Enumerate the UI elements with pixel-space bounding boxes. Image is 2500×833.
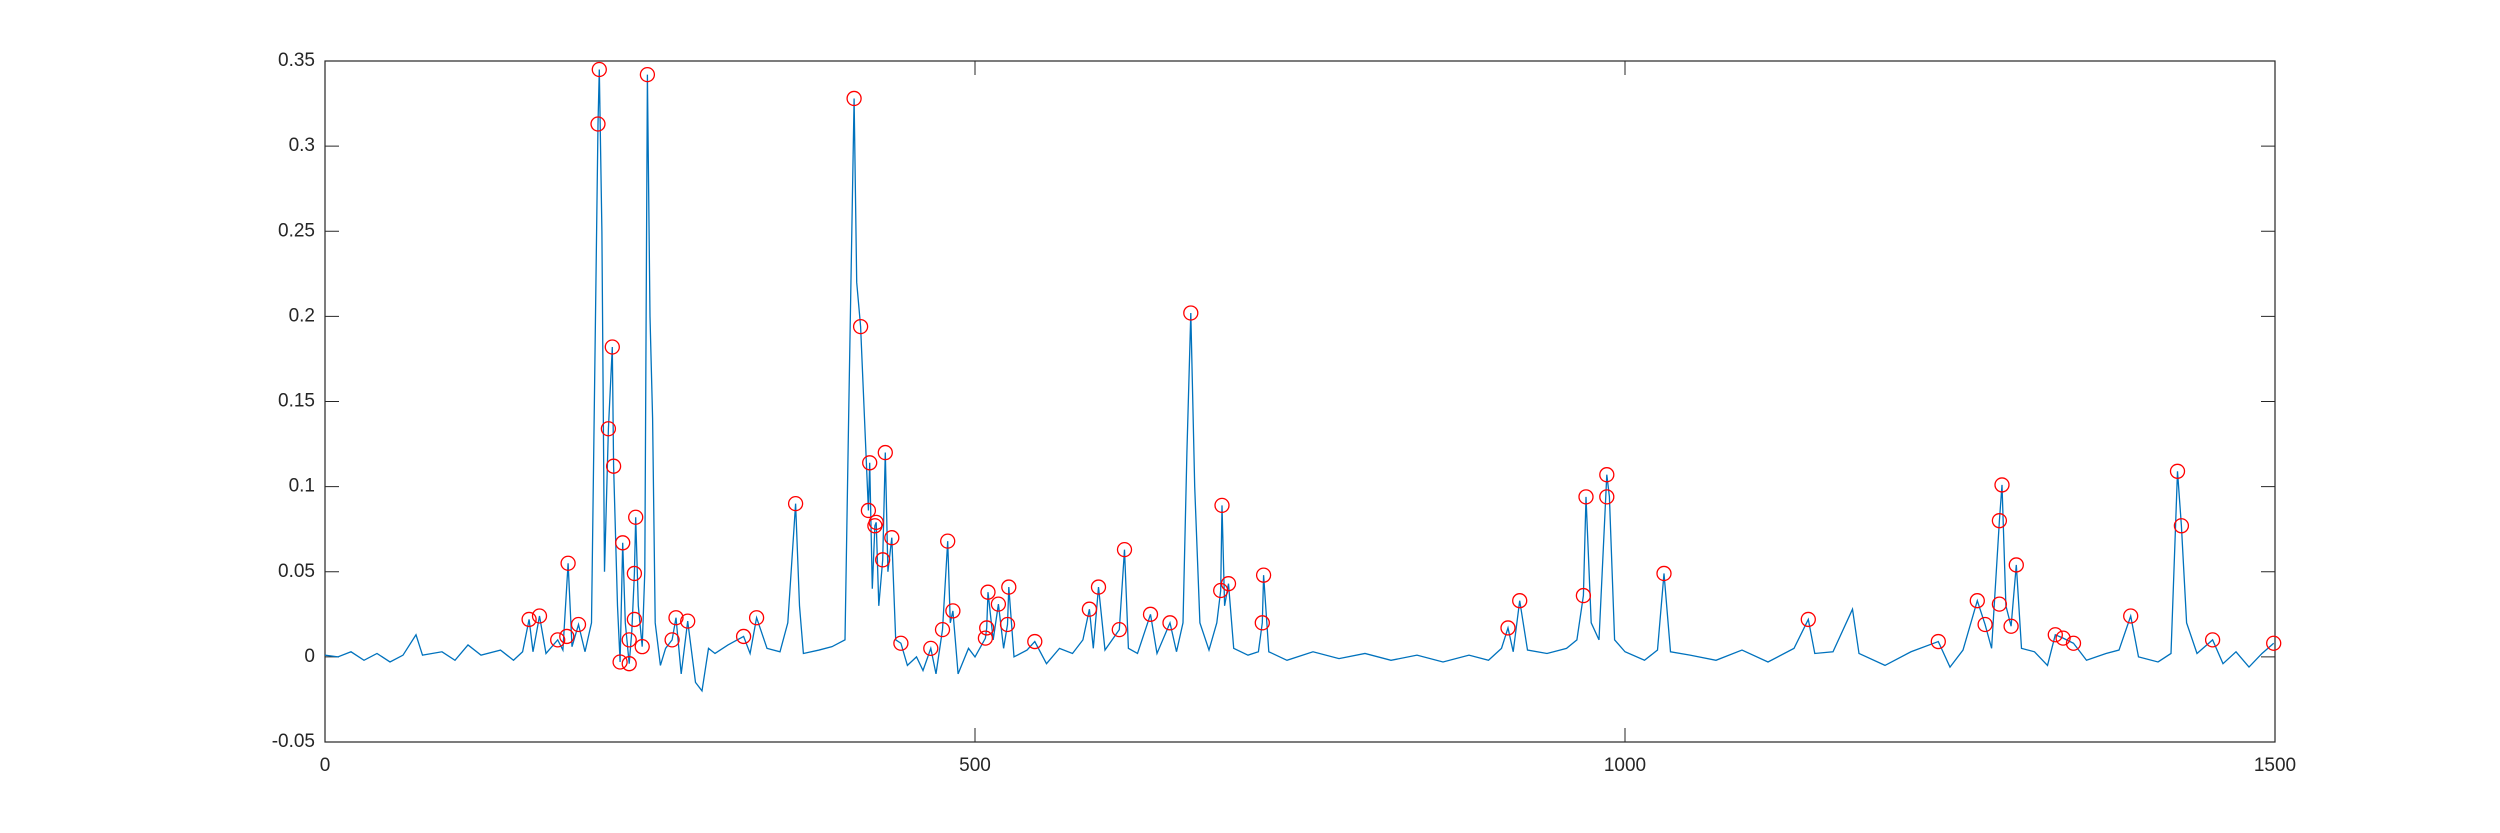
peak-marker	[980, 584, 996, 600]
y-tick-label: 0	[304, 646, 315, 667]
peak-marker	[846, 90, 862, 107]
peak-marker	[1512, 593, 1528, 609]
peak-marker	[1991, 513, 2008, 529]
peak-marker	[680, 613, 696, 629]
peak-marker	[940, 533, 956, 549]
peak-marker	[1575, 587, 1592, 604]
peak-marker	[923, 640, 939, 657]
peak-marker	[1930, 633, 1946, 650]
y-tick-label: 0.3	[289, 135, 315, 156]
peak-marker	[860, 502, 877, 519]
data-line	[324, 69, 2275, 693]
peak-marker	[531, 608, 548, 624]
peak-marker	[945, 603, 961, 619]
y-tick-label: 0.05	[278, 561, 315, 582]
peak-marker	[550, 632, 566, 648]
peak-marker	[1183, 305, 1199, 321]
peak-marker	[2123, 608, 2139, 624]
peak-marker	[1255, 567, 1272, 583]
peak-marker	[884, 530, 900, 546]
peak-marker	[1500, 620, 1516, 636]
peak-marker	[590, 116, 606, 132]
peak-marker	[893, 635, 909, 651]
peak-marker	[875, 552, 891, 568]
peak-marker	[626, 611, 643, 628]
peak-marker	[2003, 618, 2019, 634]
peak-marker	[2204, 632, 2221, 648]
y-tick-label: 0.2	[289, 305, 315, 326]
peak-marker	[1001, 579, 1017, 595]
x-tick-label: 500	[959, 755, 991, 776]
peak-marker	[1027, 633, 1043, 650]
peak-marker	[877, 444, 893, 461]
y-tick-label: 0.1	[289, 476, 315, 497]
peak-marker	[1977, 616, 1993, 633]
peak-marker	[1969, 593, 1985, 609]
peak-marker	[570, 616, 587, 633]
peak-marker	[634, 639, 650, 655]
axes-box	[324, 60, 2276, 743]
peak-marker	[664, 632, 680, 648]
peak-marker	[1214, 497, 1230, 514]
peak-marker	[934, 621, 951, 638]
peak-marker	[604, 339, 620, 355]
peak-marker	[979, 620, 995, 636]
peak-marker	[612, 654, 628, 670]
x-tick-label: 1000	[1604, 755, 1646, 776]
x-tick-label: 0	[320, 755, 331, 776]
peak-marker	[600, 421, 617, 437]
peak-marker	[999, 616, 1016, 633]
peak-marker	[2055, 630, 2071, 646]
peak-marker	[862, 455, 878, 471]
peak-marker	[591, 61, 607, 78]
peak-marker	[748, 610, 765, 626]
peak-marker	[990, 596, 1007, 612]
peak-marker	[1599, 467, 1615, 483]
peak-marker	[1162, 615, 1178, 631]
peak-marker	[852, 318, 869, 335]
peak-marker	[1578, 489, 1594, 505]
peak-marker	[1111, 621, 1127, 638]
peak-marker	[1991, 596, 2008, 612]
peak-marker	[1081, 601, 1098, 617]
y-tick-label: 0.35	[278, 50, 315, 71]
peak-marker	[639, 66, 656, 83]
peak-marker	[668, 610, 684, 626]
peak-marker	[615, 535, 631, 551]
peak-marker	[1800, 611, 1816, 628]
peak-marker	[621, 632, 637, 648]
peak-marker	[1142, 606, 1159, 622]
peak-marker	[605, 458, 622, 474]
peak-marker	[735, 628, 752, 645]
peak-marker	[1116, 541, 1133, 558]
x-tick-label: 1500	[2254, 755, 2296, 776]
peak-marker	[1599, 489, 1615, 505]
y-tick-label: 0.25	[278, 220, 315, 241]
peak-marker	[560, 555, 576, 571]
peak-marker	[1656, 565, 1672, 582]
peak-marker	[1994, 477, 2010, 493]
peak-marker	[2169, 463, 2186, 479]
peak-marker	[2173, 518, 2190, 534]
peak-marker	[2047, 627, 2063, 643]
y-tick-label: 0.15	[278, 391, 315, 412]
peak-marker	[787, 495, 804, 512]
peak-marker	[977, 630, 994, 646]
peak-marker	[2008, 557, 2024, 573]
peak-marker	[1254, 615, 1270, 631]
peak-marker	[521, 611, 537, 628]
peak-marker	[2266, 635, 2282, 651]
peak-marker	[2065, 635, 2082, 651]
peak-marker	[1220, 576, 1237, 592]
peak-marker	[621, 656, 637, 672]
peak-marker	[628, 509, 644, 525]
peak-marker	[868, 514, 884, 531]
y-tick-label: -0.05	[272, 731, 315, 752]
peak-marker	[626, 565, 643, 582]
peak-marker	[559, 628, 575, 645]
peak-marker	[1090, 579, 1107, 595]
